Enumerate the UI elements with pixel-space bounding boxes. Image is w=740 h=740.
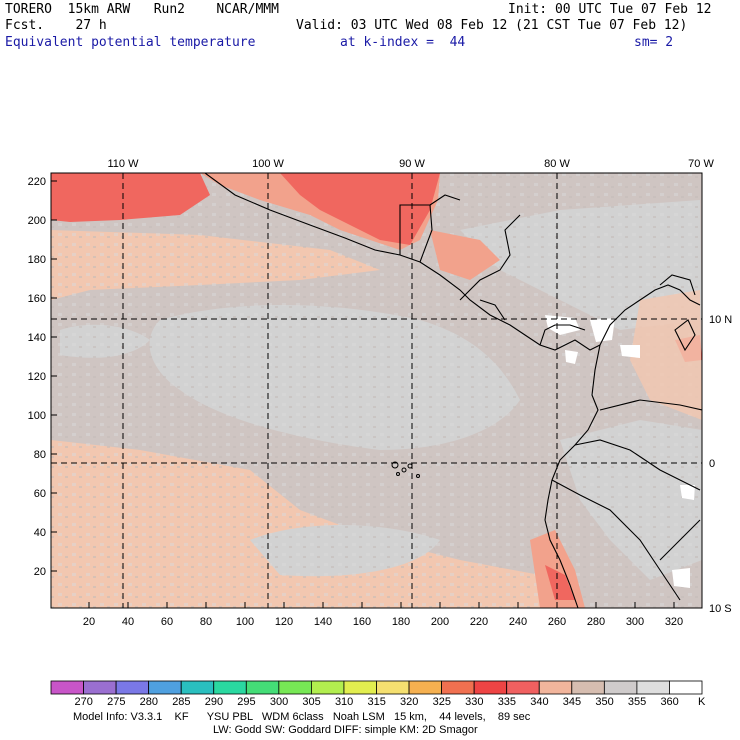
x-tick-label: 240 — [509, 616, 527, 628]
colorbar-label: 310 — [334, 696, 354, 708]
lat-label-0: 0 — [709, 458, 715, 470]
theta-e-field — [51, 173, 702, 608]
y-tick-label: 120 — [28, 371, 46, 383]
lon-label-70w: 70 W — [688, 158, 714, 170]
model-info: Model Info: V3.3.1 KF YSU PBL WDM 6class… — [73, 711, 531, 723]
colorbar-label: 315 — [367, 696, 386, 708]
colorbar-swatch — [636, 680, 670, 695]
x-tick-label: 100 — [236, 616, 254, 628]
colorbar-label: 320 — [400, 696, 419, 708]
y-tick-label: 140 — [28, 332, 46, 344]
colorbar-label: 330 — [465, 696, 484, 708]
colorbar-swatch — [603, 680, 638, 695]
colorbar-label: 280 — [139, 696, 158, 708]
colorbar — [50, 680, 703, 695]
lon-label-80w: 80 W — [544, 158, 570, 170]
colorbar-swatch — [343, 680, 377, 695]
colorbar-label: 290 — [204, 696, 224, 708]
x-tick-label: 160 — [353, 616, 371, 628]
colorbar-swatch — [538, 680, 573, 695]
x-axis-ticks — [88, 602, 675, 608]
colorbar-swatch — [180, 680, 215, 695]
lon-label-90w: 90 W — [399, 158, 425, 170]
colorbar-label: 300 — [269, 696, 289, 708]
x-tick-label: 180 — [392, 616, 410, 628]
colorbar-label: 305 — [302, 696, 321, 708]
forecast-hour: Fcst. 27 h — [5, 18, 107, 33]
lat-label-10s: 10 S — [709, 603, 732, 615]
colorbar-label: 350 — [595, 696, 614, 708]
x-tick-label: 220 — [470, 616, 488, 628]
lat-label-10n: 10 N — [709, 314, 732, 326]
colorbar-swatch — [408, 680, 442, 695]
colorbar-swatch — [441, 680, 475, 695]
lon-label-100w: 100 W — [252, 158, 284, 170]
y-tick-label: 60 — [34, 488, 46, 500]
colorbar-unit: K — [698, 696, 706, 708]
x-tick-label: 60 — [161, 616, 173, 628]
colorbar-swatch — [50, 680, 84, 695]
y-tick-label: 20 — [34, 566, 46, 578]
colorbar-label: 355 — [627, 696, 647, 708]
smoothing-value: sm= 2 — [634, 35, 674, 50]
colorbar-swatch — [83, 680, 117, 695]
colorbar-label: 335 — [497, 696, 517, 708]
x-tick-label: 320 — [665, 616, 683, 628]
colorbar-swatch — [571, 680, 605, 695]
colorbar-swatch — [506, 680, 540, 695]
colorbar-swatch — [278, 680, 312, 695]
colorbar-label: 340 — [530, 696, 549, 708]
colorbar-swatch — [310, 680, 345, 695]
valid-time: Valid: 03 UTC Wed 08 Feb 12 (21 CST Tue … — [296, 18, 688, 33]
x-tick-label: 280 — [587, 616, 605, 628]
x-tick-label: 20 — [83, 616, 95, 628]
y-tick-label: 220 — [28, 176, 46, 188]
y-tick-label: 160 — [28, 293, 46, 305]
x-tick-label: 260 — [548, 616, 566, 628]
colorbar-label: 270 — [74, 696, 93, 708]
model-title: TORERO 15km ARW Run2 NCAR/MMM — [5, 2, 279, 17]
colorbar-label: 295 — [237, 696, 256, 708]
physics-info: LW: Godd SW: Goddard DIFF: simple KM: 2D… — [213, 724, 478, 736]
x-tick-label: 80 — [200, 616, 212, 628]
x-tick-label: 40 — [122, 616, 134, 628]
colorbar-swatch — [213, 680, 247, 695]
colorbar-label: 360 — [660, 696, 679, 708]
field-name: Equivalent potential temperature — [5, 35, 256, 50]
colorbar-swatch — [245, 680, 280, 695]
lon-label-110w: 110 W — [108, 158, 140, 170]
y-tick-label: 40 — [34, 527, 46, 539]
colorbar-label: 325 — [432, 696, 451, 708]
colorbar-swatch — [115, 680, 150, 695]
y-tick-label: 200 — [28, 215, 46, 227]
y-tick-label: 180 — [28, 254, 46, 266]
colorbar-label: 285 — [172, 696, 191, 708]
k-index: at k-index = 44 — [340, 35, 466, 50]
x-tick-label: 120 — [275, 616, 293, 628]
colorbar-swatch — [669, 680, 703, 695]
y-tick-label: 80 — [34, 449, 46, 461]
galapagos-islands — [391, 461, 420, 478]
colorbar-swatch — [376, 680, 410, 695]
x-tick-label: 140 — [314, 616, 332, 628]
graticule — [51, 173, 702, 608]
x-tick-label: 200 — [431, 616, 449, 628]
x-tick-label: 300 — [626, 616, 644, 628]
y-tick-label: 100 — [28, 410, 46, 422]
coastline — [204, 173, 702, 608]
colorbar-label: 275 — [107, 696, 126, 708]
plot-frame — [50, 172, 703, 609]
init-time: Init: 00 UTC Tue 07 Feb 12 — [508, 2, 712, 17]
colorbar-swatch — [473, 680, 508, 695]
colorbar-swatch — [148, 680, 182, 695]
y-axis-ticks — [51, 180, 57, 572]
colorbar-label: 345 — [562, 696, 582, 708]
